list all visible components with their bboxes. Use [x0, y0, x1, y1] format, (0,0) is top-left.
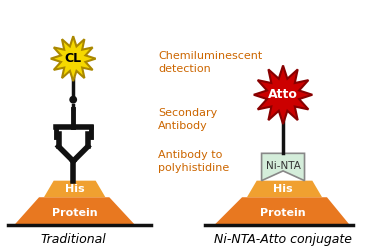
- Text: Protein: Protein: [260, 208, 306, 218]
- Text: Secondary
Antibody: Secondary Antibody: [158, 108, 217, 131]
- Text: His: His: [65, 185, 85, 194]
- Polygon shape: [51, 36, 96, 81]
- Text: His: His: [273, 185, 293, 194]
- Text: CL: CL: [65, 52, 82, 65]
- Polygon shape: [262, 153, 305, 181]
- Text: Traditional: Traditional: [40, 233, 106, 246]
- Text: Ni-NTA: Ni-NTA: [266, 161, 301, 171]
- Text: Atto: Atto: [268, 88, 298, 101]
- Text: Chemiluminescent
detection: Chemiluminescent detection: [158, 51, 262, 74]
- Polygon shape: [247, 181, 322, 197]
- Text: Protein: Protein: [52, 208, 98, 218]
- Text: Ni-NTA-Atto conjugate: Ni-NTA-Atto conjugate: [214, 233, 352, 246]
- Circle shape: [69, 96, 77, 104]
- Polygon shape: [15, 197, 135, 225]
- Polygon shape: [44, 181, 105, 197]
- Polygon shape: [254, 65, 312, 124]
- Text: Antibody to
polyhistidine: Antibody to polyhistidine: [158, 150, 229, 173]
- Polygon shape: [215, 197, 349, 225]
